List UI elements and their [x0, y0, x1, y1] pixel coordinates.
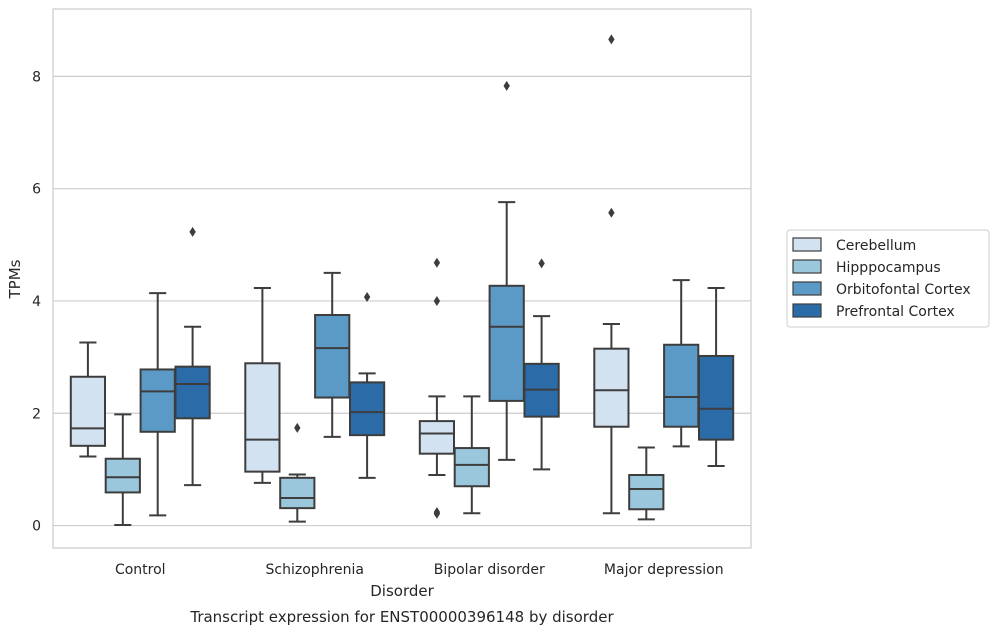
- plot-area: [52, 8, 752, 549]
- box-cerebellum-2: [418, 257, 456, 519]
- box-iqr: [69, 375, 107, 447]
- box-cerebellum-3: [593, 34, 630, 515]
- legend-frame: [786, 229, 990, 328]
- outlier-point: [608, 207, 615, 218]
- box-iqr: [663, 343, 700, 428]
- legend-label: Cerebellum: [836, 238, 916, 254]
- box-iqr: [174, 365, 211, 420]
- box-iqr: [453, 447, 490, 488]
- x-tick-label: Major depression: [604, 562, 724, 578]
- box-prefrontal-cortex-1: [348, 292, 386, 479]
- y-tick-labels: 0 2 4 6 8: [32, 69, 41, 534]
- box-prefrontal-cortex-3: [697, 287, 735, 468]
- outlier-point: [363, 292, 371, 303]
- y-tick-label: 2: [32, 406, 41, 422]
- box-orbitofontal-cortex-1: [314, 271, 351, 438]
- box-iqr: [244, 362, 281, 473]
- box-hipppocampus-0: [104, 413, 141, 526]
- box-iqr: [139, 368, 176, 433]
- box-hipppocampus-3: [628, 446, 665, 521]
- x-tick-label: Control: [115, 562, 166, 578]
- box-prefrontal-cortex-0: [174, 226, 211, 487]
- box-hipppocampus-2: [453, 395, 490, 515]
- box-orbitofontal-cortex-2: [488, 80, 525, 461]
- outlier-point: [538, 258, 545, 269]
- y-tick-label: 6: [32, 182, 41, 198]
- box-iqr: [348, 381, 386, 437]
- legend-swatch: [792, 281, 822, 296]
- outlier-point: [503, 80, 510, 91]
- legend-label: Orbitofontal Cortex: [836, 282, 971, 298]
- box-orbitofontal-cortex-0: [139, 292, 176, 517]
- legend: Cerebellum Hipppocampus Orbitofontal Corte…: [786, 229, 990, 328]
- legend-label: Hipppocampus: [836, 260, 941, 276]
- legend-swatch: [792, 237, 822, 252]
- x-tick-label: Schizophrenia: [266, 562, 364, 578]
- y-tick-label: 0: [32, 519, 41, 535]
- x-tick-label: Bipolar disorder: [434, 562, 545, 578]
- box-iqr: [488, 284, 525, 402]
- box-iqr: [314, 313, 351, 399]
- box-cerebellum-0: [69, 341, 107, 458]
- outlier-point: [608, 34, 615, 45]
- y-axis-label: TPMs: [6, 259, 24, 299]
- outlier-point: [433, 295, 441, 306]
- outlier-point: [294, 422, 301, 433]
- outlier-point: [433, 507, 441, 518]
- box-cerebellum-1: [244, 287, 281, 484]
- outlier-point: [189, 226, 196, 237]
- box-prefrontal-cortex-2: [523, 258, 560, 471]
- legend-swatch: [792, 303, 822, 318]
- legend-label: Prefrontal Cortex: [836, 304, 955, 320]
- box-iqr: [418, 420, 456, 455]
- box-iqr: [104, 457, 141, 494]
- y-tick-label: 4: [32, 294, 41, 310]
- legend-swatch: [792, 259, 822, 274]
- box-groups: [69, 34, 735, 526]
- outlier-point: [433, 257, 441, 268]
- box-iqr: [628, 474, 665, 511]
- box-iqr: [697, 354, 735, 441]
- x-tick-labels: Control Schizophrenia Bipolar disorder Majo…: [115, 562, 724, 578]
- chart-title: Transcript expression for ENST0000039614…: [189, 608, 614, 626]
- box-iqr: [279, 476, 316, 510]
- y-tick-label: 8: [32, 69, 41, 85]
- box-hipppocampus-1: [279, 422, 316, 523]
- x-axis-label: Disorder: [370, 582, 434, 600]
- box-iqr: [593, 347, 630, 428]
